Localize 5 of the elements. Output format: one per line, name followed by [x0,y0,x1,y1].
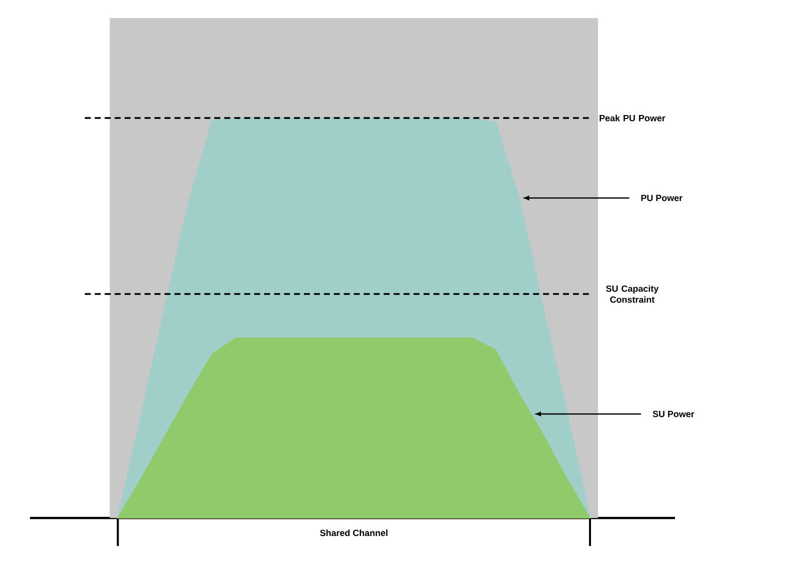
ref-line-label: Peak PU Power [600,114,666,122]
text: SU Power [652,410,694,418]
text: PU Power [641,194,682,202]
x-axis-title: Shared Channel [320,530,388,536]
ref-line-label: SU Capacity Constraint [606,285,659,303]
